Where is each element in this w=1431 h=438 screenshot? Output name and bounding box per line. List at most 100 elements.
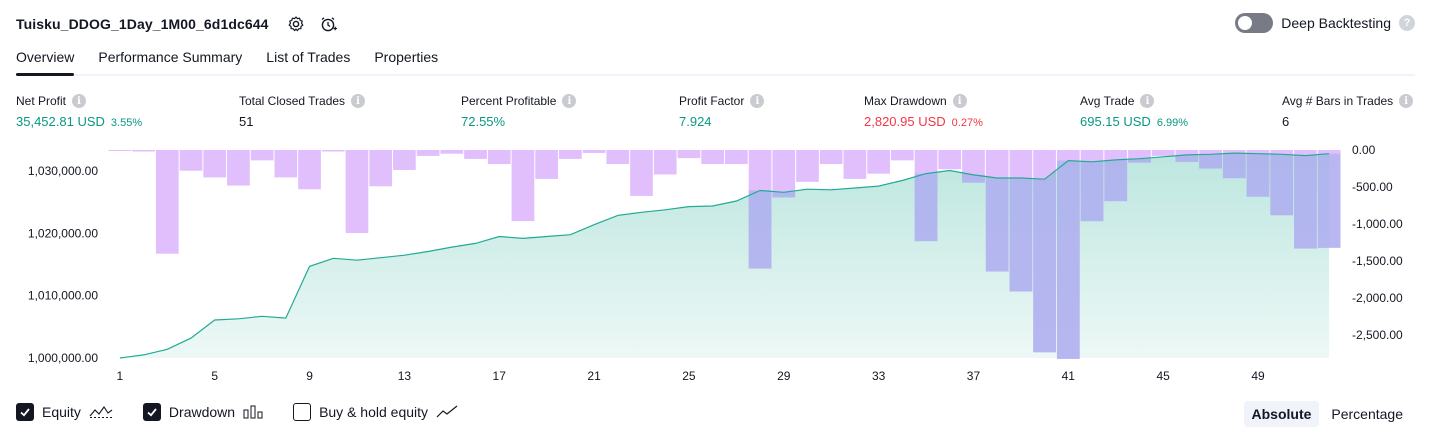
drawdown-bar <box>867 150 890 174</box>
drawdown-bar <box>843 150 867 179</box>
drawdown-bar-overlap <box>1246 153 1270 197</box>
metric-value: 35,452.81 USD <box>16 114 105 129</box>
drawdown-bar <box>511 150 535 222</box>
metric-label: Net Profit <box>16 94 67 108</box>
x-tick-label: 33 <box>872 369 886 383</box>
metric-max-drawdown: Max Drawdown i 2,820.95 USD 0.27% <box>864 93 983 129</box>
y-right-tick-label: -1,500.00 <box>1352 254 1403 268</box>
drawdown-bar <box>890 150 914 161</box>
deep-backtesting-toggle[interactable] <box>1235 13 1274 33</box>
metric-label: Max Drawdown <box>864 94 947 108</box>
drawdown-bar <box>132 150 155 152</box>
drawdown-bar-overlap <box>1104 159 1128 202</box>
gear-icon[interactable] <box>285 13 307 35</box>
metric-value: 72.55% <box>461 114 506 129</box>
drawdown-bar-overlap <box>748 190 772 269</box>
drawdown-bar <box>938 150 962 170</box>
drawdown-bar <box>203 150 227 178</box>
metric-value: 695.15 USD <box>1080 114 1151 129</box>
info-icon[interactable]: i <box>562 94 577 108</box>
info-icon[interactable]: i <box>72 94 87 108</box>
bar-chart-icon <box>243 405 263 419</box>
left-axis: 1,000,000.00 1,010,000.00 1,020,000.00 1,03… <box>28 164 98 365</box>
info-icon[interactable]: i <box>750 94 765 108</box>
info-icon[interactable]: i <box>952 94 967 108</box>
equity-drawdown-chart[interactable]: 1,000,000.00 1,010,000.00 1,020,000.00 1,03… <box>0 140 1431 392</box>
info-icon[interactable]: i <box>351 94 366 108</box>
trend-line-icon <box>436 405 458 419</box>
x-tick-label: 45 <box>1156 369 1170 383</box>
metric-avg-trade: Avg Trade i 695.15 USD 6.99% <box>1080 93 1188 129</box>
info-icon[interactable]: i <box>1140 94 1155 108</box>
y-right-tick-label: -500.00 <box>1352 180 1393 194</box>
drawdown-bar <box>274 150 298 178</box>
legend-equity[interactable]: Equity <box>16 403 113 421</box>
legend-buy-hold[interactable]: Buy & hold equity <box>293 403 458 421</box>
drawdown-bar <box>701 150 724 165</box>
alarm-clock-add-icon[interactable] <box>317 13 339 35</box>
legend-drawdown[interactable]: Drawdown <box>142 403 263 421</box>
y-left-tick-label: 1,010,000.00 <box>28 289 98 303</box>
report-tabs: Overview Performance Summary List of Tra… <box>16 46 1415 76</box>
drawdown-bar-overlap <box>1317 153 1341 248</box>
drawdown-bar-overlap <box>1175 154 1199 162</box>
legend-label: Buy & hold equity <box>319 404 429 420</box>
deep-backtesting-control: Deep Backtesting ? <box>1235 13 1415 33</box>
drawdown-bar-overlap <box>1080 161 1104 222</box>
drawdown-bar <box>1151 150 1175 156</box>
x-tick-label: 25 <box>682 369 696 383</box>
drawdown-bar-overlap <box>1009 177 1033 292</box>
tab-performance-summary[interactable]: Performance Summary <box>98 49 243 65</box>
x-tick-label: 21 <box>587 369 601 383</box>
help-icon[interactable]: ? <box>1399 15 1415 31</box>
legend-label: Drawdown <box>168 404 236 420</box>
drawdown-bar <box>108 150 132 151</box>
drawdown-checkbox[interactable] <box>142 403 161 421</box>
drawdown-bar-overlap <box>962 174 985 183</box>
percentage-button[interactable]: Percentage <box>1331 406 1403 422</box>
drawdown-bar <box>345 150 369 233</box>
tab-list-of-trades[interactable]: List of Trades <box>266 49 351 65</box>
drawdown-bar <box>298 150 321 190</box>
drawdown-bar <box>487 150 511 165</box>
drawdown-bar <box>819 150 843 165</box>
absolute-button[interactable]: Absolute <box>1243 401 1320 427</box>
y-left-tick-label: 1,020,000.00 <box>28 226 98 240</box>
x-tick-label: 13 <box>398 369 412 383</box>
drawdown-bar-overlap <box>914 173 938 242</box>
x-tick-label: 37 <box>967 369 981 383</box>
drawdown-bar <box>440 150 464 154</box>
right-axis: 0.00 -500.00 -1,000.00 -1,500.00 -2,000.00 -2… <box>1352 143 1403 342</box>
drawdown-bar <box>796 150 819 182</box>
drawdown-bar-overlap <box>1128 158 1151 163</box>
metric-value: 2,820.95 USD <box>864 114 946 129</box>
drawdown-bar <box>535 150 559 179</box>
drawdown-bar <box>630 150 653 196</box>
y-right-tick-label: -1,000.00 <box>1352 217 1403 231</box>
metric-label: Avg Trade <box>1080 94 1135 108</box>
scale-toggle: Absolute Percentage <box>1243 401 1412 427</box>
drawdown-bar <box>582 150 606 153</box>
equity-checkbox[interactable] <box>16 403 34 421</box>
tab-overview[interactable]: Overview <box>16 46 75 76</box>
y-right-tick-label: -2,500.00 <box>1352 328 1403 342</box>
x-tick-label: 49 <box>1251 369 1265 383</box>
metric-percent: 3.55% <box>110 117 143 129</box>
buy-hold-checkbox[interactable] <box>293 403 312 421</box>
toggle-knob <box>1238 16 1253 30</box>
metric-label: Percent Profitable <box>461 94 557 108</box>
drawdown-bar-overlap <box>1033 179 1056 353</box>
drawdown-bar <box>227 150 250 186</box>
y-right-tick-label: 0.00 <box>1352 143 1376 157</box>
info-icon[interactable]: i <box>1399 94 1414 108</box>
drawdown-bar <box>677 150 701 159</box>
metric-label: Total Closed Trades <box>239 94 346 108</box>
equity-line <box>119 152 1330 359</box>
drawdown-bar-overlap <box>985 177 1009 272</box>
drawdown-bar-overlap <box>772 192 796 198</box>
drawdown-bar-overlap <box>1199 154 1222 169</box>
tab-properties[interactable]: Properties <box>374 49 439 65</box>
y-left-tick-label: 1,030,000.00 <box>28 164 98 178</box>
drawdown-bar <box>606 150 630 165</box>
drawdown-bar <box>179 150 203 171</box>
